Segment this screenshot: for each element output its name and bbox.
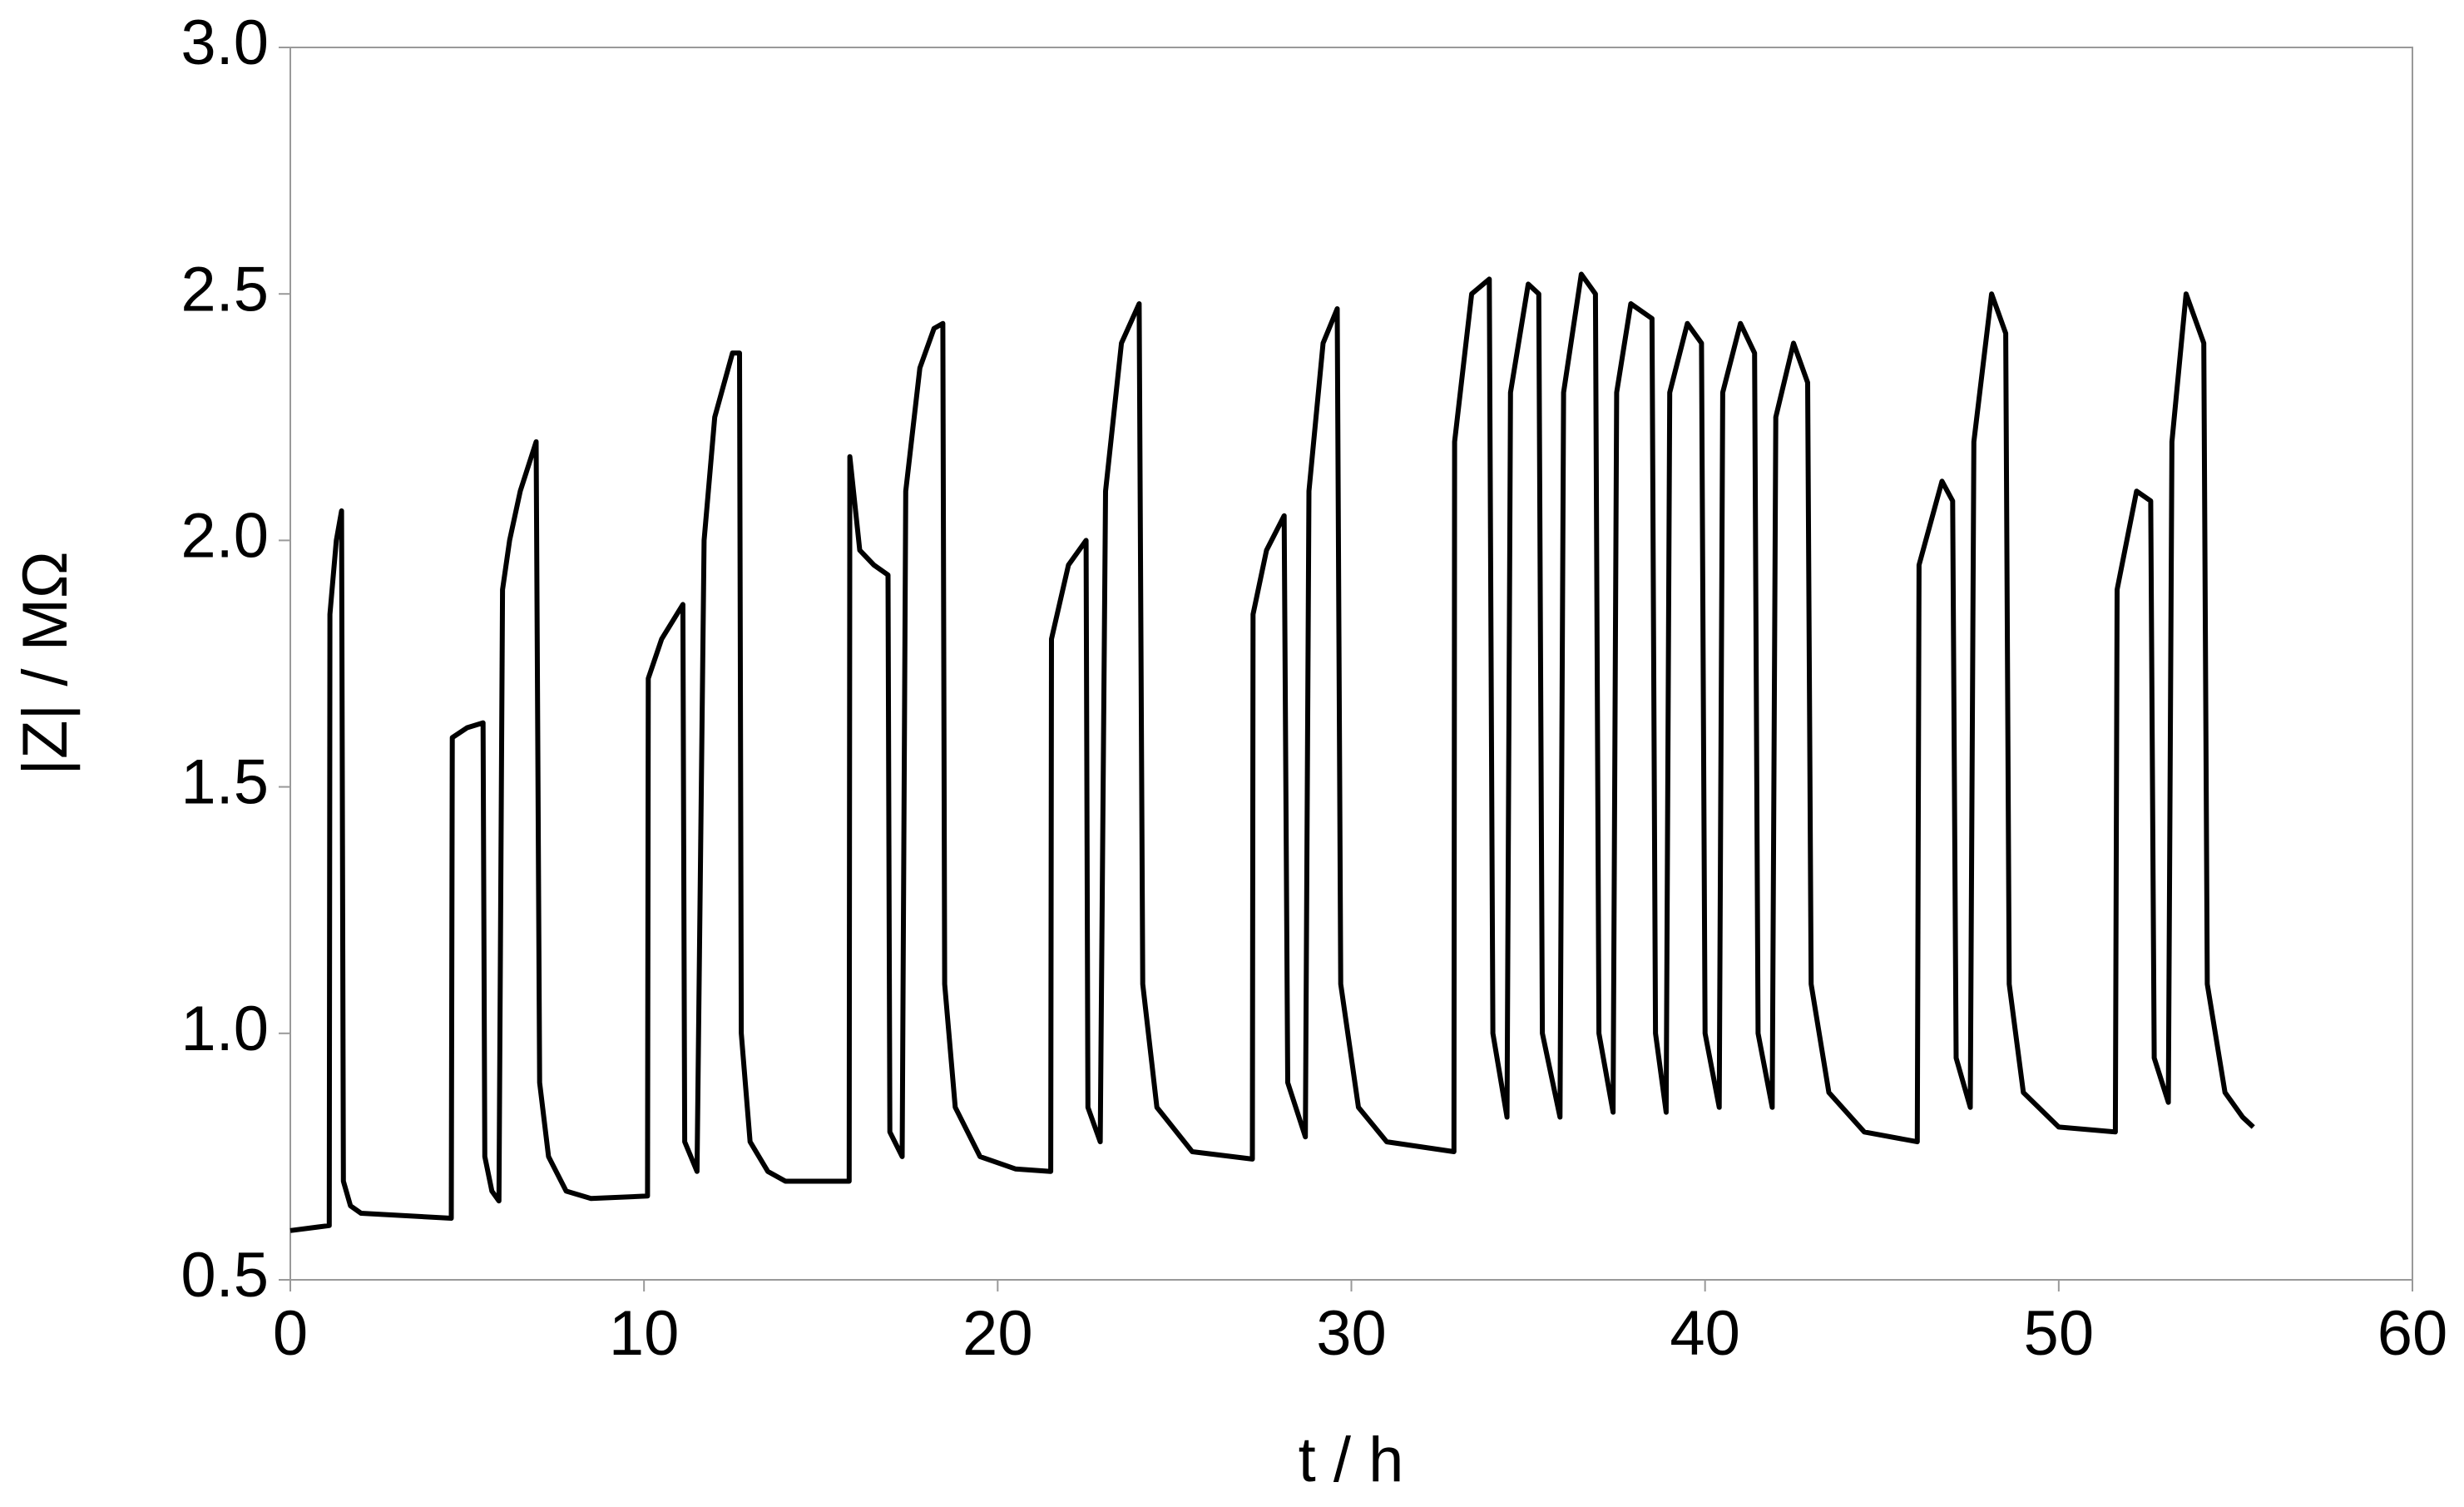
y-tick-label: 1.5 [181,747,269,818]
x-tick-label: 0 [273,1298,308,1369]
x-tick-label: 50 [2024,1298,2095,1369]
data-line [289,271,2255,1233]
x-tick-label: 30 [1316,1298,1387,1369]
x-tick-label: 60 [2377,1298,2448,1369]
y-tick-label: 0.5 [181,1240,269,1311]
x-tick-label: 20 [962,1298,1033,1369]
y-axis-label: |Z| / MΩ [10,551,81,775]
plot-frame [289,47,2413,1281]
x-tick-label: 40 [1670,1298,1740,1369]
y-tick-label: 2.0 [181,500,269,571]
y-tick-label: 2.5 [181,254,269,325]
y-tick-label: 3.0 [181,7,269,78]
x-axis-label: t / h [1299,1425,1404,1495]
y-tick-label: 1.0 [181,994,269,1064]
x-tick-label: 10 [609,1298,680,1369]
